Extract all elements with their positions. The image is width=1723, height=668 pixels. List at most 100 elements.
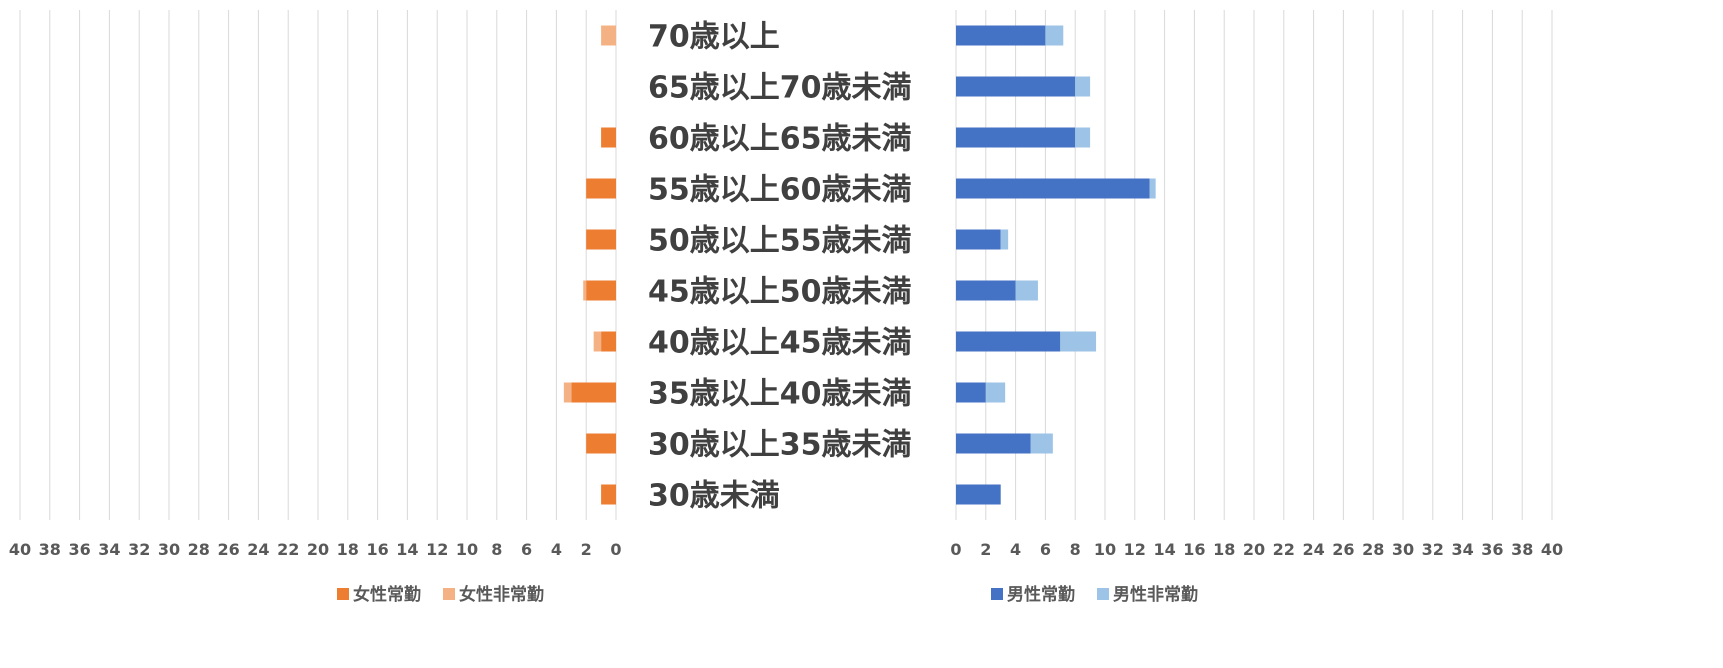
female-bar-fulltime xyxy=(601,484,616,505)
category-label: 55歳以上60歳未満 xyxy=(648,173,912,208)
male-x-tick-label: 8 xyxy=(1070,540,1081,559)
female-x-tick-label: 24 xyxy=(247,540,269,559)
female-bar-fulltime xyxy=(571,382,616,403)
male-bar-parttime xyxy=(1045,25,1064,46)
male-bar-parttime xyxy=(1149,178,1156,199)
male-x-tick-label: 10 xyxy=(1094,540,1116,559)
category-label: 60歳以上65歳未満 xyxy=(648,122,912,157)
female-x-tick-label: 2 xyxy=(581,540,592,559)
male-x-tick-label: 2 xyxy=(980,540,991,559)
category-label: 45歳以上50歳未満 xyxy=(648,275,912,310)
female-x-tick-label: 16 xyxy=(366,540,388,559)
legend: 女性常勤 女性非常勤 男性常勤 男性非常勤 xyxy=(337,584,1198,605)
female-bar-fulltime xyxy=(586,433,616,454)
female-x-tick-label: 14 xyxy=(396,540,418,559)
male-bar-fulltime xyxy=(956,178,1150,199)
female-gridlines: 40 38 36 34 32 30 28 26 24 22 20 18 16 14 12 10 8 6 4 2 0 xyxy=(9,10,622,559)
male-x-tick-label: 22 xyxy=(1273,540,1295,559)
male-x-tick-label: 12 xyxy=(1124,540,1146,559)
male-bar-parttime xyxy=(1075,76,1091,97)
female-bar-parttime xyxy=(563,382,572,403)
female-x-tick-label: 18 xyxy=(337,540,359,559)
male-x-tick-label: 16 xyxy=(1183,540,1205,559)
male-bar-parttime xyxy=(1000,229,1009,250)
category-label: 70歳以上 xyxy=(648,20,780,55)
legend-label-male-parttime: 男性非常勤 xyxy=(1113,584,1198,605)
male-x-tick-label: 14 xyxy=(1153,540,1175,559)
female-x-tick-label: 30 xyxy=(158,540,180,559)
female-x-tick-label: 26 xyxy=(217,540,239,559)
male-bar-parttime xyxy=(985,382,1006,403)
female-bar-parttime xyxy=(593,331,602,352)
female-x-tick-label: 34 xyxy=(98,540,120,559)
category-labels: 70歳以上 65歳以上70歳未満 60歳以上65歳未満 55歳以上60歳未満 50歳以上… xyxy=(648,20,912,514)
female-x-tick-label: 38 xyxy=(39,540,61,559)
male-bar-parttime xyxy=(1075,127,1091,148)
female-x-tick-label: 28 xyxy=(188,540,210,559)
male-bar-fulltime xyxy=(956,331,1061,352)
male-x-tick-label: 40 xyxy=(1541,540,1563,559)
category-label: 65歳以上70歳未満 xyxy=(648,71,912,106)
legend-swatch-female-parttime xyxy=(443,588,455,600)
category-label: 40歳以上45歳未満 xyxy=(648,326,912,361)
male-bar-fulltime xyxy=(956,433,1031,454)
male-bar-fulltime xyxy=(956,484,1001,505)
male-bar-fulltime xyxy=(956,280,1016,301)
female-x-tick-label: 10 xyxy=(456,540,478,559)
male-x-tick-label: 18 xyxy=(1213,540,1235,559)
male-bar-parttime xyxy=(1030,433,1053,454)
male-x-tick-label: 36 xyxy=(1481,540,1503,559)
legend-swatch-male-parttime xyxy=(1097,588,1109,600)
female-bar-fulltime xyxy=(586,229,616,250)
female-bars xyxy=(563,25,616,505)
legend-label-female-fulltime: 女性常勤 xyxy=(353,584,421,605)
male-x-tick-label: 4 xyxy=(1010,540,1021,559)
female-bar-fulltime xyxy=(586,280,616,301)
category-label: 30歳以上35歳未満 xyxy=(648,428,912,463)
category-label: 35歳以上40歳未満 xyxy=(648,377,912,412)
male-x-tick-label: 6 xyxy=(1040,540,1051,559)
female-x-tick-label: 6 xyxy=(521,540,532,559)
female-x-tick-label: 22 xyxy=(277,540,299,559)
category-label: 30歳未満 xyxy=(648,479,780,514)
male-x-tick-label: 26 xyxy=(1332,540,1354,559)
female-bar-parttime xyxy=(601,25,616,46)
male-x-tick-label: 30 xyxy=(1392,540,1414,559)
male-bar-fulltime xyxy=(956,229,1001,250)
female-x-tick-label: 32 xyxy=(128,540,150,559)
male-x-tick-label: 24 xyxy=(1302,540,1324,559)
category-label: 50歳以上55歳未満 xyxy=(648,224,912,259)
female-x-tick-label: 12 xyxy=(426,540,448,559)
male-x-tick-label: 0 xyxy=(950,540,961,559)
female-x-tick-label: 0 xyxy=(610,540,621,559)
male-x-tick-label: 32 xyxy=(1422,540,1444,559)
female-bar-parttime xyxy=(583,280,587,301)
male-bar-fulltime xyxy=(956,382,986,403)
male-x-tick-label: 20 xyxy=(1243,540,1265,559)
legend-swatch-male-fulltime xyxy=(991,588,1003,600)
male-bar-fulltime xyxy=(956,76,1076,97)
legend-label-male-fulltime: 男性常勤 xyxy=(1007,584,1075,605)
male-bars xyxy=(956,25,1156,505)
male-bar-parttime xyxy=(1060,331,1097,352)
female-x-tick-label: 40 xyxy=(9,540,31,559)
legend-label-female-parttime: 女性非常勤 xyxy=(459,584,544,605)
female-x-tick-label: 20 xyxy=(307,540,329,559)
female-panel: 40 38 36 34 32 30 28 26 24 22 20 18 16 14 12 10 8 6 4 2 0 xyxy=(9,10,622,559)
female-x-tick-label: 4 xyxy=(551,540,562,559)
male-bar-fulltime xyxy=(956,25,1046,46)
female-x-tick-label: 8 xyxy=(491,540,502,559)
female-bar-fulltime xyxy=(586,178,616,199)
male-x-tick-label: 34 xyxy=(1451,540,1473,559)
female-bar-fulltime xyxy=(601,331,616,352)
male-bar-parttime xyxy=(1015,280,1038,301)
male-x-tick-label: 28 xyxy=(1362,540,1384,559)
male-panel: 0 2 4 6 8 10 12 14 16 18 20 22 24 26 28 30 32 34 36 38 40 xyxy=(950,10,1563,559)
male-x-tick-label: 38 xyxy=(1511,540,1533,559)
legend-swatch-female-fulltime xyxy=(337,588,349,600)
female-x-tick-label: 36 xyxy=(68,540,90,559)
female-bar-fulltime xyxy=(601,127,616,148)
male-bar-fulltime xyxy=(956,127,1076,148)
